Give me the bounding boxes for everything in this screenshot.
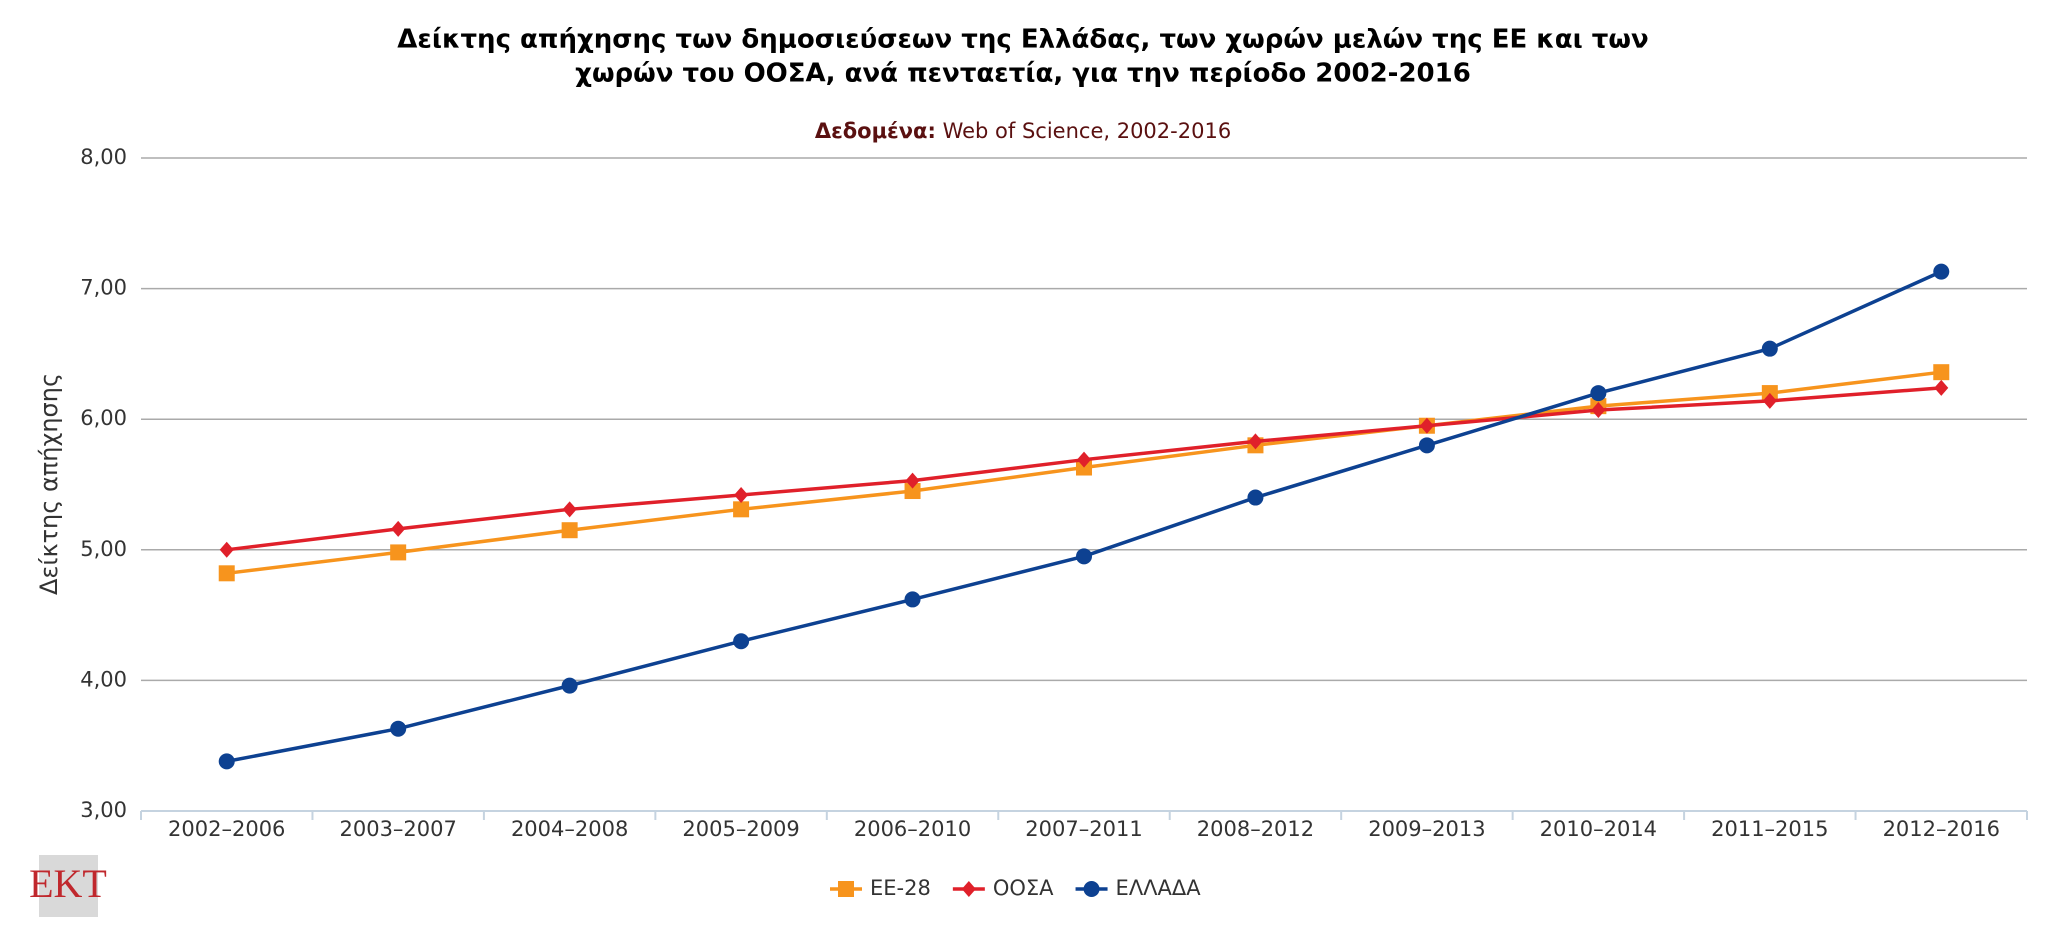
- marker: [733, 633, 750, 650]
- marker: [1933, 263, 1950, 280]
- marker: [390, 720, 407, 737]
- x-tick-label: 2011–2015: [1711, 817, 1828, 841]
- marker: [733, 501, 750, 518]
- marker: [1934, 379, 1949, 396]
- marker: [561, 522, 578, 539]
- marker: [1933, 364, 1950, 381]
- chart-title: Δείκτης απήχησης των δημοσιεύσεων της Ελ…: [397, 25, 1648, 55]
- marker: [1248, 433, 1263, 450]
- marker: [1590, 385, 1607, 402]
- y-axis-label: Δείκτης απήχησης: [35, 373, 63, 595]
- x-tick-label: 2004–2008: [511, 817, 628, 841]
- x-tick-label: 2002–2006: [168, 817, 285, 841]
- x-tick-label: 2003–2007: [339, 817, 456, 841]
- marker: [905, 472, 920, 489]
- x-tick-label: 2009–2013: [1368, 817, 1485, 841]
- marker: [219, 541, 234, 558]
- marker: [1761, 340, 1778, 357]
- marker: [562, 501, 577, 518]
- chart-title: χωρών του ΟΟΣΑ, ανά πενταετία, για την π…: [575, 59, 1471, 89]
- x-tick-label: 2008–2012: [1197, 817, 1314, 841]
- marker: [961, 881, 976, 897]
- logo: EKT: [29, 861, 107, 906]
- legend-label: ΕΕ-28: [870, 876, 931, 900]
- marker: [391, 520, 406, 537]
- legend-label: ΟΟΣΑ: [993, 876, 1054, 900]
- y-tick-label: 6,00: [80, 406, 127, 430]
- subtitle: Δεδομένα: Web of Science, 2002-2016: [815, 119, 1231, 143]
- y-tick-label: 4,00: [80, 667, 127, 691]
- x-tick-label: 2010–2014: [1540, 817, 1657, 841]
- marker: [1083, 881, 1100, 897]
- marker: [218, 565, 235, 582]
- y-tick-label: 8,00: [80, 145, 127, 169]
- x-tick-label: 2012–2016: [1883, 817, 2000, 841]
- marker: [1247, 489, 1264, 506]
- marker: [904, 591, 921, 608]
- subtitle-label: Δεδομένα:: [815, 119, 936, 143]
- marker: [1762, 392, 1777, 409]
- x-tick-label: 2005–2009: [682, 817, 799, 841]
- logo-box: [39, 855, 98, 917]
- y-tick-label: 5,00: [80, 537, 127, 561]
- marker: [1419, 417, 1434, 434]
- marker: [218, 753, 235, 770]
- subtitle-text: Web of Science, 2002-2016: [943, 119, 1232, 143]
- x-tick-label: 2006–2010: [854, 817, 971, 841]
- marker: [838, 881, 854, 897]
- marker: [904, 483, 921, 500]
- marker: [1076, 548, 1092, 565]
- marker: [734, 486, 749, 503]
- marker: [1591, 402, 1606, 419]
- y-tick-label: 3,00: [80, 798, 127, 822]
- marker: [561, 677, 578, 694]
- marker: [1418, 437, 1435, 454]
- marker: [390, 544, 407, 561]
- x-tick-label: 2007–2011: [1025, 817, 1142, 841]
- line: [226, 270, 1942, 764]
- marker: [1077, 451, 1091, 468]
- y-tick-label: 7,00: [80, 276, 127, 300]
- legend-label: ΕΛΛΑΔΑ: [1116, 876, 1202, 900]
